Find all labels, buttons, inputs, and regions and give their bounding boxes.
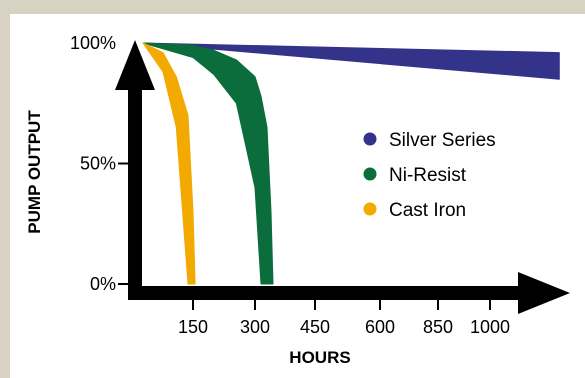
y-tick-label: 50% (80, 154, 116, 174)
x-tick-label: 450 (300, 317, 330, 337)
y-axis-title: PUMP OUTPUT (25, 110, 44, 234)
legend-swatch-ni-resist (363, 167, 377, 181)
y-axis-arrowhead (115, 40, 155, 90)
series-band-ni-resist (142, 42, 274, 285)
series-band-cast-iron (142, 42, 196, 285)
legend-label-silver-series: Silver Series (389, 130, 496, 151)
legend-swatch-silver-series (363, 132, 377, 146)
x-tick-label: 850 (423, 317, 453, 337)
legend-swatch-cast-iron (363, 202, 377, 216)
y-tick-label: 0% (90, 274, 116, 294)
x-axis-title: HOURS (289, 348, 350, 367)
legend-label-cast-iron: Cast Iron (389, 200, 466, 221)
series-band-silver-series (142, 42, 560, 80)
chart-panel (10, 14, 585, 378)
x-tick-label: 600 (365, 317, 395, 337)
x-tick-label: 150 (178, 317, 208, 337)
x-tick-label: 1000 (470, 317, 510, 337)
x-axis-arrowhead (518, 272, 570, 314)
x-tick-label: 300 (240, 317, 270, 337)
y-tick-label: 100% (70, 33, 116, 53)
legend-label-ni-resist: Ni-Resist (389, 165, 467, 186)
